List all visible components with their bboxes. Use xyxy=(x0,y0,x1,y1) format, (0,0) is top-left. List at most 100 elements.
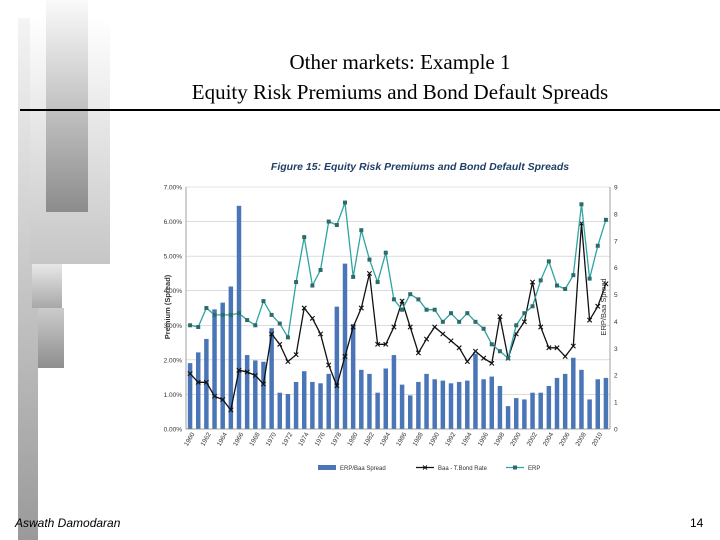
bar xyxy=(187,363,193,429)
line-point xyxy=(448,338,454,344)
line-point xyxy=(423,336,430,342)
line-point xyxy=(318,267,323,272)
bar xyxy=(326,373,331,429)
line-point xyxy=(351,274,356,279)
x-tick-label: 1974 xyxy=(297,431,310,447)
series-line xyxy=(189,202,607,360)
line-point xyxy=(521,319,527,325)
bar xyxy=(195,352,201,429)
line-point xyxy=(375,280,380,285)
line-point xyxy=(187,371,193,377)
line-point xyxy=(293,352,299,358)
line-point xyxy=(529,279,536,285)
bar xyxy=(220,302,225,429)
line-point xyxy=(237,311,241,316)
line-point xyxy=(530,304,535,309)
line-point xyxy=(407,324,413,330)
line-point xyxy=(294,280,299,285)
left-tick-label: 3.00% xyxy=(164,323,183,330)
line-point xyxy=(375,341,381,347)
line-point xyxy=(506,356,511,361)
line-point xyxy=(326,362,332,368)
x-tick-label: 1960 xyxy=(183,431,196,447)
bar xyxy=(448,383,454,429)
x-tick-label: 1982 xyxy=(363,431,376,447)
bar-series xyxy=(187,205,609,429)
legend-label: Baa - T.Bond Rate xyxy=(438,466,488,472)
line-point xyxy=(400,307,405,312)
legend-marker xyxy=(513,465,517,470)
left-tick-label: 6.00% xyxy=(164,219,183,226)
line-point xyxy=(473,319,478,324)
line-point xyxy=(587,317,593,323)
line-point xyxy=(481,355,487,361)
line-point xyxy=(563,286,568,291)
x-tick-label: 2000 xyxy=(509,431,522,447)
bar xyxy=(212,309,217,429)
line-point xyxy=(595,243,600,248)
line-point xyxy=(570,343,576,349)
line-point xyxy=(497,349,502,354)
bar xyxy=(342,263,348,429)
line-point xyxy=(571,273,576,278)
right-tick-label: 7.00 xyxy=(614,238,618,245)
bar xyxy=(261,361,266,429)
line-point xyxy=(424,307,429,312)
series-line xyxy=(189,223,607,412)
line-point xyxy=(489,360,495,366)
line-point xyxy=(309,315,315,321)
x-tick-label: 1964 xyxy=(216,431,229,447)
bar xyxy=(269,328,274,429)
line-point xyxy=(391,297,396,302)
line-point xyxy=(269,312,274,317)
bar xyxy=(277,392,283,429)
line-point xyxy=(277,341,283,347)
bar xyxy=(522,399,527,429)
bar xyxy=(350,324,356,429)
bar xyxy=(359,369,364,429)
gridlines xyxy=(186,186,610,430)
bar xyxy=(530,392,535,429)
bar xyxy=(432,379,437,429)
bar xyxy=(481,379,486,429)
line-point xyxy=(253,323,258,328)
line-point xyxy=(228,312,233,317)
line-point xyxy=(285,358,291,365)
chart-title: Figure 15: Equity Risk Premiums and Bond… xyxy=(271,161,569,173)
line-point xyxy=(555,283,559,288)
line-point xyxy=(416,297,421,302)
line-point xyxy=(310,283,315,288)
line-point xyxy=(546,259,551,264)
x-tick-label: 1988 xyxy=(412,431,425,447)
line-point xyxy=(432,307,437,312)
line-point xyxy=(204,306,209,310)
line-point xyxy=(301,305,307,311)
line-point xyxy=(514,323,519,328)
bar xyxy=(310,381,315,429)
left-tick-label: 4.00% xyxy=(164,288,183,295)
line-point xyxy=(188,323,193,328)
line-point xyxy=(456,345,462,351)
x-tick-label: 2002 xyxy=(526,431,539,447)
line-point xyxy=(457,319,462,324)
line-point xyxy=(211,393,218,399)
line-point xyxy=(432,324,438,330)
bar xyxy=(538,392,543,429)
line-point xyxy=(317,331,324,337)
x-tick-label: 1972 xyxy=(281,431,294,447)
decor-block-3 xyxy=(46,0,88,212)
x-tick-label: 1980 xyxy=(346,431,359,447)
x-tick-label: 1968 xyxy=(248,431,261,447)
left-tick-label: 5.00% xyxy=(164,254,183,261)
line-point xyxy=(408,292,413,297)
line-point xyxy=(358,305,364,311)
x-tick-label: 1998 xyxy=(493,431,506,447)
line-point xyxy=(449,311,453,316)
line-point xyxy=(334,383,340,389)
bar xyxy=(228,286,234,429)
line-point xyxy=(481,326,486,331)
line-point xyxy=(399,298,405,304)
line-point xyxy=(383,341,389,347)
x-tick-label: 1990 xyxy=(428,431,441,447)
right-tick-label: 6.00 xyxy=(614,265,618,272)
